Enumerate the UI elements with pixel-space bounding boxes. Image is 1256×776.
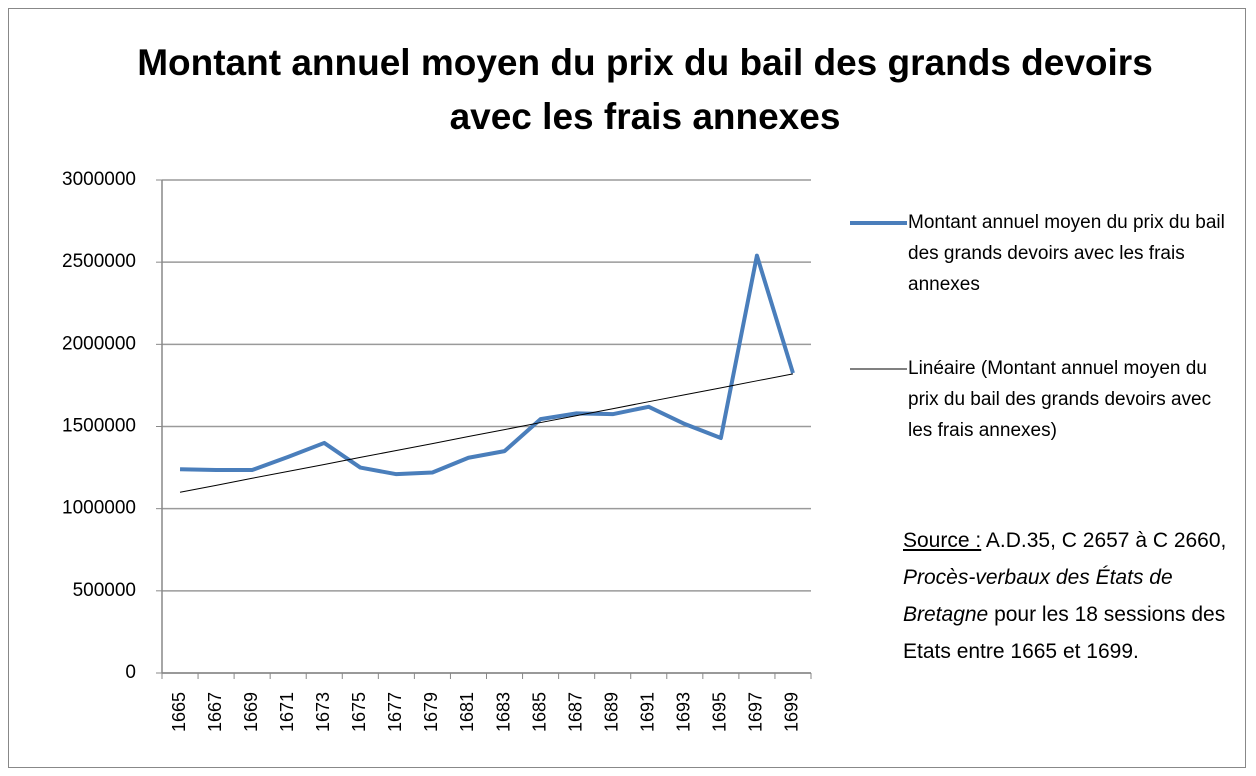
x-tick-label: 1695 bbox=[710, 692, 730, 732]
series-line bbox=[179, 253, 795, 477]
x-tick-label: 1687 bbox=[565, 692, 585, 732]
x-tick-label: 1667 bbox=[205, 692, 225, 732]
series-line bbox=[179, 373, 794, 493]
x-tick-label: 1681 bbox=[457, 692, 477, 732]
x-tick-label: 1665 bbox=[169, 692, 189, 732]
legend-label: Linéaire (Montant annuel moyen du prix d… bbox=[908, 358, 1212, 441]
y-tick-label: 2000000 bbox=[62, 333, 136, 354]
y-tick-label: 2500000 bbox=[62, 251, 136, 272]
source-text: A.D.35, C 2657 à C 2660, bbox=[981, 529, 1227, 552]
source-text: pour les 18 sessions des Etats entre 166… bbox=[903, 603, 1226, 663]
source-label: Source : bbox=[903, 529, 982, 552]
y-tick-label: 1500000 bbox=[62, 416, 136, 437]
chart-title: Montant annuel moyen du prix du bail des… bbox=[137, 42, 1153, 137]
x-tick-label: 1691 bbox=[638, 692, 658, 732]
source-note: Source : A.D.35, C 2657 à C 2660, Procès… bbox=[903, 522, 1228, 670]
y-tick-label: 1000000 bbox=[62, 498, 136, 519]
x-tick-label: 1677 bbox=[385, 692, 405, 732]
x-tick-label: 1683 bbox=[493, 692, 513, 732]
x-tick-label: 1669 bbox=[241, 692, 261, 732]
x-tick-label: 1673 bbox=[313, 692, 333, 732]
x-tick-label: 1697 bbox=[746, 692, 766, 732]
x-tick-label: 1689 bbox=[601, 692, 621, 732]
legend-label: Montant annuel moyen du prix du bail des… bbox=[908, 212, 1225, 295]
x-tick-label: 1671 bbox=[277, 692, 297, 732]
y-tick-label: 0 bbox=[125, 662, 136, 683]
x-tick-label: 1675 bbox=[349, 692, 369, 732]
source-title: Procès-verbaux des États de Bretagne bbox=[903, 566, 1173, 626]
x-tick-label: 1693 bbox=[674, 692, 694, 732]
chart-border bbox=[8, 8, 1246, 768]
y-tick-label: 500000 bbox=[73, 580, 136, 601]
x-tick-label: 1685 bbox=[529, 692, 549, 732]
y-tick-label: 3000000 bbox=[62, 169, 136, 190]
x-tick-label: 1679 bbox=[421, 692, 441, 732]
x-tick-label: 1699 bbox=[782, 692, 802, 732]
